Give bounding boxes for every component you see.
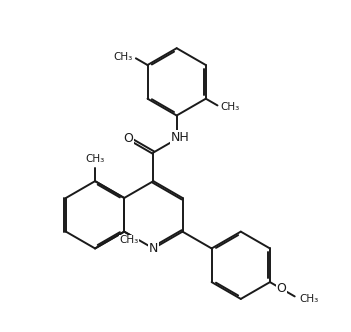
Text: O: O — [124, 132, 133, 145]
Text: CH₃: CH₃ — [220, 102, 240, 112]
Text: N: N — [149, 242, 158, 255]
Text: CH₃: CH₃ — [299, 294, 318, 304]
Text: CH₃: CH₃ — [85, 154, 105, 164]
Text: O: O — [277, 282, 286, 295]
Text: CH₃: CH₃ — [120, 235, 139, 245]
Text: NH: NH — [171, 130, 190, 143]
Text: CH₃: CH₃ — [114, 51, 133, 62]
